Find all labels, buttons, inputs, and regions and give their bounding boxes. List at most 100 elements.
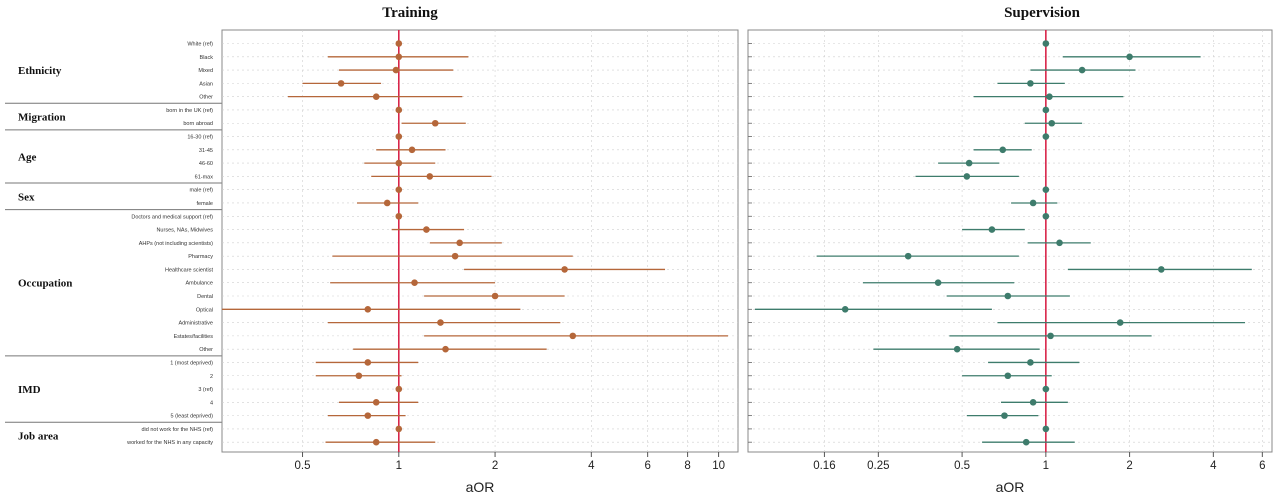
row-label: Asian [199,81,213,87]
row-label: male (ref) [189,188,213,194]
row-label: born in the UK (ref) [166,108,213,114]
odds-ratio-point [1042,425,1050,433]
odds-ratio-point [408,146,416,154]
group-label-ethnicity: Ethnicity [18,65,62,77]
odds-ratio-point [841,306,849,313]
supervision-panel-title: Supervision [1004,5,1081,21]
odds-ratio-point [1042,133,1050,140]
row-label: 16-30 (ref) [187,135,213,141]
row-label: 4 [210,400,213,406]
odds-ratio-point [999,146,1007,154]
odds-ratio-point [372,93,380,100]
odds-ratio-point [456,239,463,247]
odds-ratio-point [395,133,403,140]
group-label-age: Age [18,151,36,163]
x-tick-label: 4 [588,460,595,472]
x-tick-label: 1 [1043,460,1049,472]
odds-ratio-point [1078,66,1086,74]
odds-ratio-point [1029,399,1037,406]
row-label: Optical [196,307,213,313]
odds-ratio-point [1027,80,1034,87]
odds-ratio-point [953,345,961,353]
group-label-occupation: Occupation [18,278,72,290]
odds-ratio-point [372,438,380,446]
odds-ratio-point [1046,93,1053,100]
odds-ratio-point [1157,266,1165,273]
odds-ratio-point [904,252,912,260]
odds-ratio-point [491,292,499,300]
row-label: Dental [197,294,213,300]
x-tick-label: 2 [492,460,498,472]
row-label: 1 (most deprived) [170,360,213,366]
row-label: 31-45 [199,148,213,154]
x-tick-label: 0.5 [954,460,970,472]
odds-ratio-point [1001,412,1008,419]
odds-ratio-point [395,40,403,47]
group-label-migration: Migration [18,112,66,124]
odds-ratio-point [561,266,568,273]
odds-ratio-point [1116,319,1124,326]
x-tick-label: 0.16 [813,460,835,472]
odds-ratio-point [364,306,372,313]
odds-ratio-point [1027,359,1034,366]
odds-ratio-point [372,399,380,406]
odds-ratio-point [395,425,403,433]
odds-ratio-point [1042,385,1050,393]
group-label-sex: Sex [18,191,35,203]
odds-ratio-point [395,53,403,61]
plot-frame [221,29,739,453]
row-label: female [196,201,213,207]
row-label: Estates/facilities [174,334,214,340]
row-label: Healthcare scientist [165,267,213,273]
odds-ratio-point [1004,372,1012,380]
odds-ratio-point [395,159,403,167]
odds-ratio-point [395,106,403,114]
row-label: 5 (least deprived) [171,414,214,420]
row-label: Administrative [178,321,213,327]
training-panel-title: Training [382,5,438,21]
row-label: Other [199,95,213,101]
training-x-axis-label: aOR [466,479,495,495]
odds-ratio-point [337,80,345,87]
odds-ratio-point [392,66,400,74]
odds-ratio-point [451,252,459,260]
odds-ratio-point [1056,239,1063,247]
odds-ratio-point [395,186,403,193]
odds-ratio-point [1029,199,1037,207]
group-label-job-area: Job area [18,431,59,443]
odds-ratio-point [1042,186,1050,193]
odds-ratio-point [1004,292,1012,300]
plot-frame [747,29,1273,453]
supervision-x-axis-label: aOR [996,479,1025,495]
x-tick-label: 4 [1210,460,1217,472]
odds-ratio-point [364,359,372,366]
row-label: Black [200,55,214,61]
x-tick-label: 8 [684,460,690,472]
odds-ratio-point [1042,106,1050,114]
odds-ratio-point [395,212,403,220]
odds-ratio-point [364,412,372,419]
odds-ratio-point [426,173,434,180]
x-tick-label: 6 [644,460,650,472]
odds-ratio-point [437,319,444,326]
odds-ratio-point [1126,53,1133,61]
training-forest-plot: 0.5 1 2 4 6 8 10 [221,29,739,472]
row-label: Other [199,347,213,353]
odds-ratio-point [355,372,363,380]
odds-ratio-point [1048,119,1056,127]
odds-ratio-point [965,159,973,167]
x-tick-label: 1 [396,460,402,472]
odds-ratio-point [1022,438,1030,446]
x-tick-label: 0.5 [295,460,311,472]
group-label-imd: IMD [18,384,41,396]
odds-ratio-point [1042,40,1050,47]
supervision-forest-plot: 0.16 0.25 0.5 1 2 4 6 [747,29,1273,472]
row-label: Nurses, NAs, Midwives [156,228,213,234]
odds-ratio-point [411,279,418,287]
odds-ratio-point [1047,332,1054,340]
row-label: AHPs (not including scientists) [139,241,213,247]
x-tick-label: 10 [712,460,725,472]
row-label: White (ref) [187,42,213,48]
row-label: Doctors and medical support (ref) [131,214,213,220]
